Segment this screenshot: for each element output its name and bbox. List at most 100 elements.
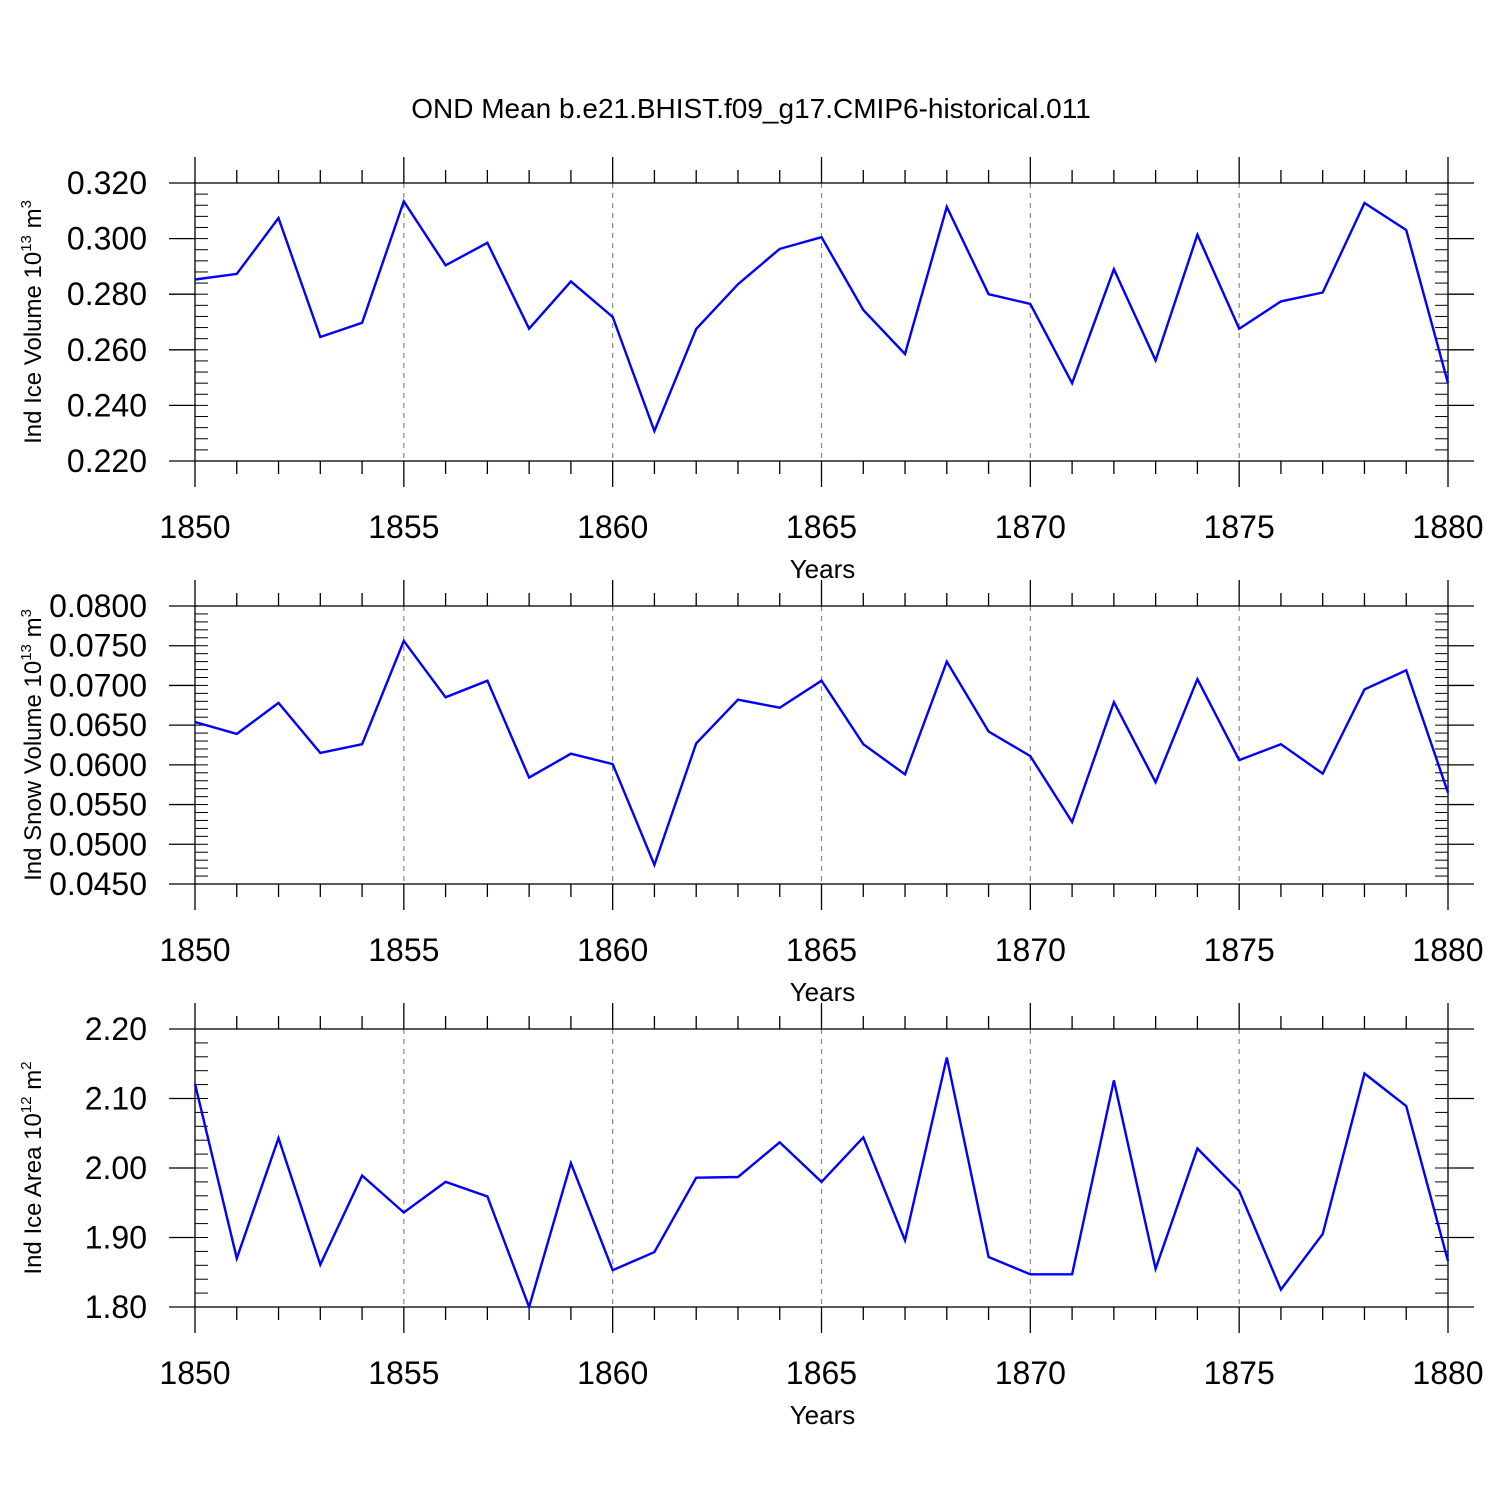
data-point: [444, 264, 446, 266]
data-point: [737, 283, 739, 285]
data-point: [1238, 759, 1240, 761]
data-point: [486, 242, 488, 244]
y-tick-label: 1.80: [85, 1289, 147, 1325]
data-point: [820, 236, 822, 238]
y-axis-title: Ind Snow Volume 1013 m3: [18, 609, 47, 881]
y-tick-label: 0.0600: [49, 747, 147, 783]
data-point: [1113, 1079, 1115, 1081]
data-point: [653, 1251, 655, 1253]
data-point: [1363, 1072, 1365, 1074]
x-tick-label: 1870: [995, 932, 1066, 968]
data-point: [570, 753, 572, 755]
data-point: [1071, 1273, 1073, 1275]
data-point: [1405, 229, 1407, 231]
data-point: [653, 864, 655, 866]
data-point: [779, 248, 781, 250]
y-tick-label: 0.0450: [49, 866, 147, 902]
data-point: [1154, 1268, 1156, 1270]
y-axis-title: Ind Ice Area 1012 m2: [18, 1061, 47, 1274]
data-point: [1196, 234, 1198, 236]
x-tick-label: 1875: [1204, 509, 1275, 545]
y-tick-label: 0.0650: [49, 707, 147, 743]
data-point: [1113, 701, 1115, 703]
x-tick-label: 1865: [786, 509, 857, 545]
data-point: [653, 430, 655, 432]
y-axis-title: Ind Ice Volume 1013 m3: [18, 200, 47, 444]
data-point: [570, 280, 572, 282]
x-tick-label: 1860: [577, 932, 648, 968]
data-point: [1154, 359, 1156, 361]
x-tick-label: 1865: [786, 1355, 857, 1391]
x-tick-label: 1855: [368, 932, 439, 968]
x-tick-label: 1855: [368, 1355, 439, 1391]
data-point: [1447, 791, 1449, 793]
data-point: [862, 1136, 864, 1138]
data-point: [361, 1174, 363, 1176]
data-point: [486, 1195, 488, 1197]
data-point: [1071, 382, 1073, 384]
data-point: [1447, 382, 1449, 384]
data-point: [904, 1239, 906, 1241]
data-point: [1029, 755, 1031, 757]
data-point: [486, 679, 488, 681]
data-point: [236, 273, 238, 275]
x-tick-label: 1880: [1412, 1355, 1483, 1391]
x-tick-label: 1860: [577, 1355, 648, 1391]
data-point: [444, 696, 446, 698]
y-tick-label: 0.0800: [49, 588, 147, 624]
data-point: [361, 322, 363, 324]
data-point: [862, 743, 864, 745]
y-tick-label: 2.10: [85, 1081, 147, 1117]
data-point: [820, 1181, 822, 1183]
data-point: [987, 293, 989, 295]
data-point: [695, 328, 697, 330]
data-point: [1238, 1190, 1240, 1192]
data-point: [779, 1141, 781, 1143]
y-tick-label: 0.240: [67, 387, 147, 423]
data-point: [319, 752, 321, 754]
x-tick-label: 1870: [995, 1355, 1066, 1391]
y-tick-label: 0.220: [67, 443, 147, 479]
y-tick-label: 0.280: [67, 276, 147, 312]
data-point: [1280, 300, 1282, 302]
data-point: [319, 336, 321, 338]
x-tick-label: 1875: [1204, 932, 1275, 968]
data-point: [611, 316, 613, 318]
data-point: [1363, 688, 1365, 690]
data-point: [194, 721, 196, 723]
y-tick-label: 0.0550: [49, 787, 147, 823]
y-tick-label: 2.20: [85, 1011, 147, 1047]
data-point: [904, 773, 906, 775]
data-point: [236, 1257, 238, 1259]
data-point: [444, 1181, 446, 1183]
data-point: [403, 200, 405, 202]
series-line: [194, 198, 1450, 435]
data-point: [1280, 1288, 1282, 1290]
data-point: [1405, 669, 1407, 671]
y-tick-label: 0.300: [67, 221, 147, 257]
data-point: [737, 1176, 739, 1178]
data-point: [611, 1269, 613, 1271]
data-point: [1029, 303, 1031, 305]
data-point: [528, 1306, 530, 1308]
data-point: [987, 1256, 989, 1258]
data-point: [1322, 772, 1324, 774]
data-point: [570, 1162, 572, 1164]
data-point: [277, 1137, 279, 1139]
data-point: [277, 702, 279, 704]
y-tick-label: 1.90: [85, 1220, 147, 1256]
data-point: [946, 660, 948, 662]
data-point: [946, 1056, 948, 1058]
x-tick-label: 1850: [159, 509, 230, 545]
data-point: [403, 640, 405, 642]
y-tick-label: 0.260: [67, 332, 147, 368]
data-point: [194, 1083, 196, 1085]
data-point: [987, 730, 989, 732]
data-point: [361, 743, 363, 745]
y-tick-label: 0.0750: [49, 628, 147, 664]
y-tick-label: 0.0700: [49, 667, 147, 703]
data-point: [1280, 743, 1282, 745]
